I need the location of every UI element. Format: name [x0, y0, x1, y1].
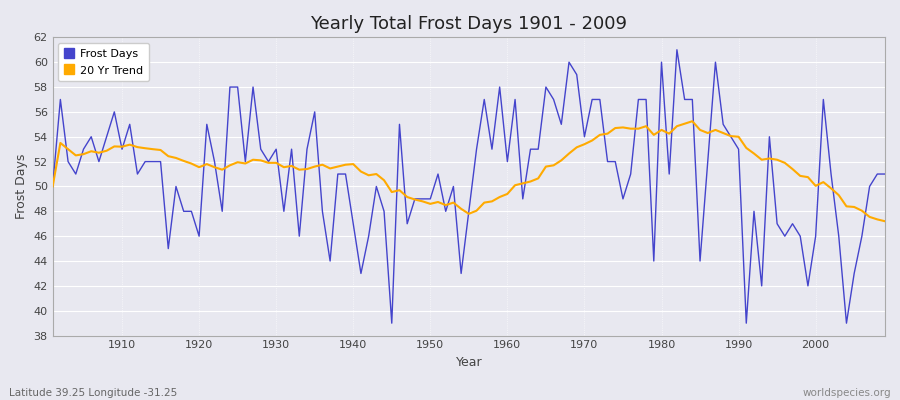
20 Yr Trend	[109, 144, 120, 149]
Title: Yearly Total Frost Days 1901 - 2009: Yearly Total Frost Days 1901 - 2009	[310, 15, 627, 33]
Frost Days	[671, 47, 682, 52]
Frost Days	[502, 159, 513, 164]
Frost Days	[602, 159, 613, 164]
20 Yr Trend	[494, 195, 505, 200]
Frost Days	[509, 97, 520, 102]
Y-axis label: Frost Days: Frost Days	[15, 154, 28, 219]
Frost Days	[879, 172, 890, 176]
20 Yr Trend	[502, 192, 513, 196]
Frost Days	[325, 259, 336, 264]
Frost Days	[386, 321, 397, 326]
Line: 20 Yr Trend: 20 Yr Trend	[53, 121, 885, 221]
20 Yr Trend	[687, 119, 698, 124]
X-axis label: Year: Year	[455, 356, 482, 369]
Text: worldspecies.org: worldspecies.org	[803, 388, 891, 398]
20 Yr Trend	[594, 132, 605, 137]
Text: Latitude 39.25 Longitude -31.25: Latitude 39.25 Longitude -31.25	[9, 388, 177, 398]
20 Yr Trend	[278, 165, 289, 170]
20 Yr Trend	[879, 219, 890, 224]
Legend: Frost Days, 20 Yr Trend: Frost Days, 20 Yr Trend	[58, 43, 149, 81]
Line: Frost Days: Frost Days	[53, 50, 885, 323]
20 Yr Trend	[325, 166, 336, 171]
Frost Days	[278, 209, 289, 214]
Frost Days	[109, 110, 120, 114]
20 Yr Trend	[48, 184, 58, 189]
Frost Days	[48, 184, 58, 189]
